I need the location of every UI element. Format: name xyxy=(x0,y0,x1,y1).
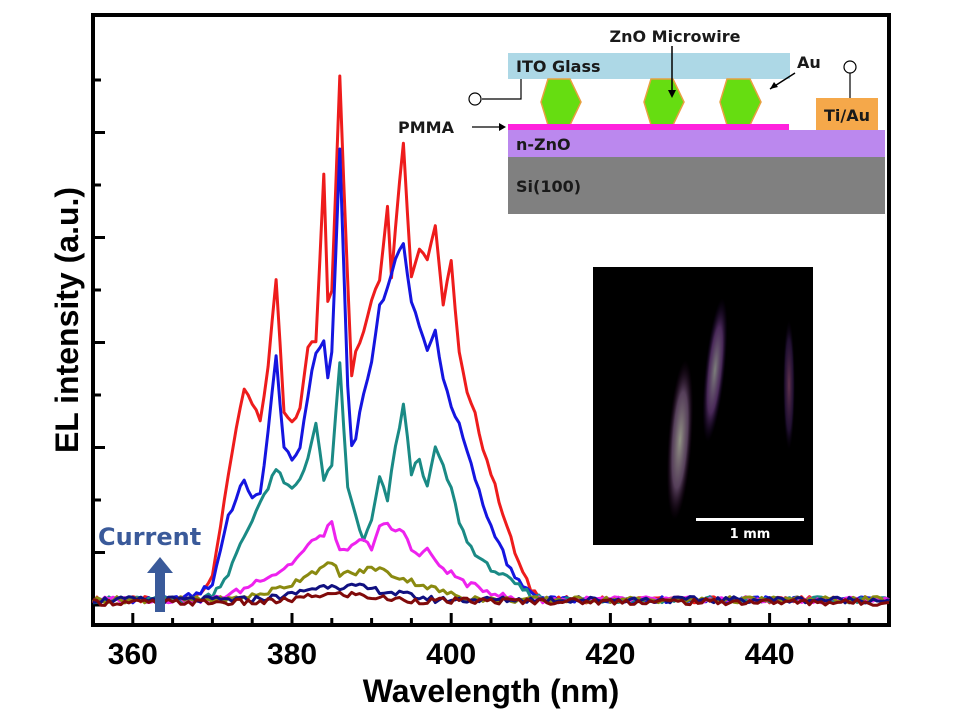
emission-spot-3 xyxy=(783,320,795,450)
series-line-i1 xyxy=(92,590,890,607)
ito-glass-layer xyxy=(508,53,790,79)
scale-bar xyxy=(696,518,804,521)
label-ito-glass: ITO Glass xyxy=(516,57,601,76)
scale-bar-label: 1 mm xyxy=(730,527,771,542)
x-tick-label: 400 xyxy=(426,638,476,671)
label-ti-au: Ti/Au xyxy=(824,106,870,125)
microwire-1 xyxy=(540,78,582,126)
microwire-3 xyxy=(719,78,762,126)
ito-lead xyxy=(482,79,522,100)
emission-spot-1 xyxy=(666,360,694,520)
label-n-zno: n-ZnO xyxy=(516,135,571,154)
au-arrowhead-icon xyxy=(770,82,778,89)
x-tick-label: 380 xyxy=(267,638,317,671)
ito-terminal-icon xyxy=(468,92,482,106)
microwire-2 xyxy=(643,78,685,126)
el-emission-photo: 1 mm xyxy=(593,267,813,545)
si-substrate xyxy=(508,157,885,214)
ti-au-contact xyxy=(816,98,878,130)
y-axis-title: EL intensity (a.u.) xyxy=(49,187,85,453)
emission-spot-2 xyxy=(702,298,728,442)
current-annotation: Current xyxy=(98,523,201,551)
device-schematic: ZnO Microwire ITO Glass Au n-ZnO Si(100)… xyxy=(398,27,885,214)
pmma-arrowhead-icon xyxy=(499,123,506,131)
x-tick-label: 420 xyxy=(585,638,635,671)
pmma-layer xyxy=(508,124,789,130)
x-axis-title: Wavelength (nm) xyxy=(363,673,620,709)
label-si: Si(100) xyxy=(516,177,581,196)
x-tick-label: 360 xyxy=(108,638,158,671)
label-au: Au xyxy=(797,53,821,72)
x-tick-label: 440 xyxy=(745,638,795,671)
label-zno-microwire: ZnO Microwire xyxy=(610,27,741,46)
label-pmma: PMMA xyxy=(398,118,455,137)
current-arrow-icon xyxy=(147,557,173,612)
n-zno-layer xyxy=(508,130,885,157)
microwire-arrowhead-icon xyxy=(668,90,676,98)
ti-au-terminal-icon xyxy=(843,60,857,74)
series-line-i6 xyxy=(92,147,890,605)
